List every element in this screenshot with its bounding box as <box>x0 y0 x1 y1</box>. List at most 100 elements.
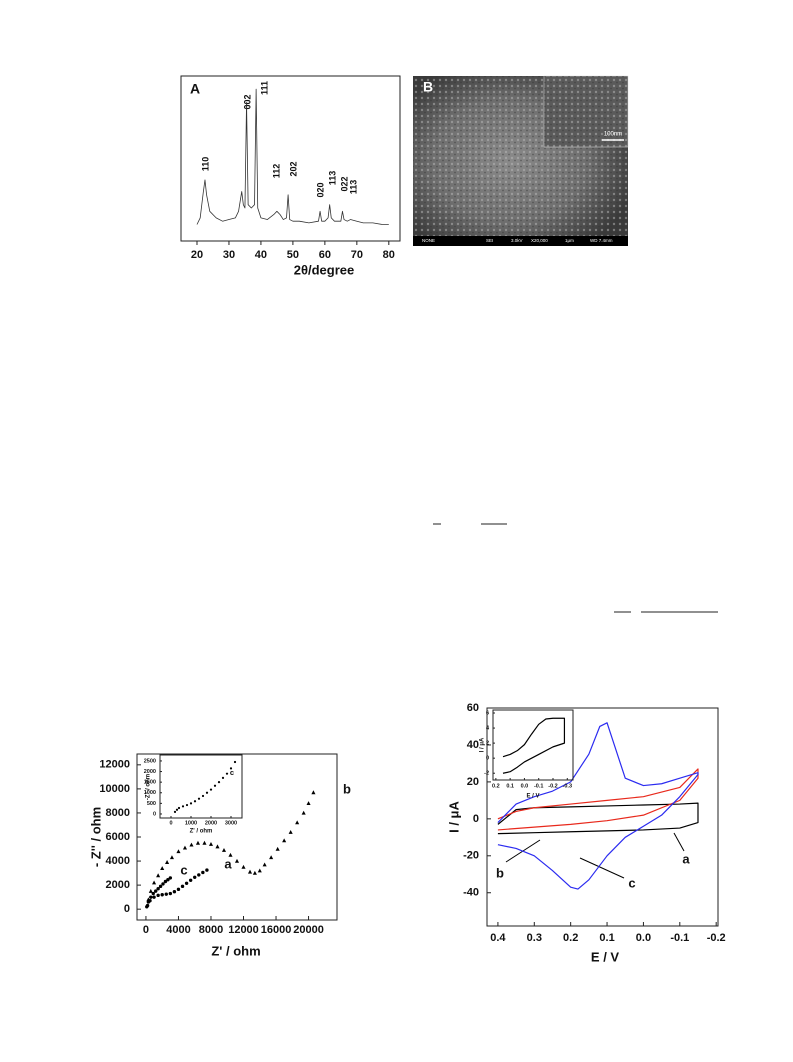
x-axis-label: Z' / ohm <box>190 829 213 835</box>
y-tick-label: 2 <box>486 741 489 747</box>
data-line <box>497 802 699 835</box>
point <box>229 767 233 770</box>
point <box>180 884 185 889</box>
peak-label: 113 <box>348 180 358 195</box>
x-tick-label: 0.0 <box>521 783 529 789</box>
peak-label: 020 <box>315 182 325 197</box>
point <box>156 893 160 898</box>
x-tick-label: 30 <box>223 249 235 261</box>
point <box>176 849 181 854</box>
point <box>177 806 181 810</box>
y-tick-label: 8000 <box>106 807 130 819</box>
y-tick-label: 4 <box>486 726 490 732</box>
point <box>168 891 173 896</box>
x-axis-label: 2θ/degree <box>294 262 355 277</box>
y-tick-label: 2000 <box>144 769 156 775</box>
y-tick-label: 0 <box>124 903 130 915</box>
y-axis-label: -Z'' / ohm <box>146 774 152 800</box>
point <box>205 868 209 872</box>
y-tick-label: 6000 <box>106 831 130 843</box>
point <box>168 876 173 880</box>
point <box>189 842 194 847</box>
plot-frame <box>159 754 243 819</box>
point <box>161 882 165 886</box>
point <box>221 848 227 852</box>
point <box>184 881 189 886</box>
y-tick-label: 0 <box>153 811 156 817</box>
point <box>257 868 262 873</box>
point <box>282 838 287 843</box>
point <box>185 803 189 807</box>
point <box>275 846 280 851</box>
point <box>152 895 156 899</box>
panel-label: A <box>190 81 200 97</box>
x-tick-label: 8000 <box>199 924 223 936</box>
point <box>146 897 151 902</box>
point <box>197 873 201 877</box>
panel-label: B <box>423 79 433 95</box>
point <box>173 810 177 813</box>
y-tick-label: 0 <box>486 756 489 762</box>
x-tick-label: 0.1 <box>599 932 614 944</box>
y-tick-label: 4000 <box>106 855 130 867</box>
point <box>145 905 149 909</box>
x-tick-label: 20 <box>191 249 203 261</box>
sem-image: 100nm B NONE SEI 3.0kV X20,000 1μm WD 7.… <box>413 75 629 246</box>
y-tick-label: 60 <box>467 702 479 714</box>
point <box>295 820 300 825</box>
y-tick-label: 20 <box>467 776 479 788</box>
y-tick-label: 0 <box>473 813 479 825</box>
y-tick-label: 2500 <box>144 758 156 764</box>
x-tick-label: 0 <box>169 820 172 826</box>
point <box>228 852 233 857</box>
x-tick-label: 0.4 <box>490 932 506 944</box>
x-tick-label: -0.1 <box>670 932 689 944</box>
point <box>156 873 161 878</box>
x-axis-label: E / V <box>591 949 620 964</box>
point <box>208 842 214 846</box>
point <box>215 844 220 849</box>
data-line <box>497 722 699 890</box>
x-tick-label: 2000 <box>205 820 217 826</box>
series-label: c <box>230 768 234 777</box>
y-axis-label: I / μA <box>446 800 461 832</box>
x-tick-label: 60 <box>319 249 331 261</box>
point <box>252 870 257 875</box>
point <box>146 900 151 904</box>
point <box>234 858 240 863</box>
point <box>193 875 197 879</box>
sem-inset-texture <box>544 76 628 147</box>
point <box>156 887 160 891</box>
y-tick-label: 1500 <box>144 780 156 786</box>
series-label: a <box>224 856 232 871</box>
x-tick-label: 0.1 <box>506 783 514 789</box>
point <box>189 802 193 805</box>
plot-frame <box>486 707 719 927</box>
y-tick-label: 2000 <box>106 879 130 891</box>
info-bar <box>413 236 628 246</box>
point <box>151 891 155 896</box>
series-label: c <box>180 862 187 877</box>
point <box>269 855 274 860</box>
x-tick-label: -0.1 <box>534 783 543 789</box>
info-text: NONE <box>422 238 435 243</box>
info-text: X20,000 <box>531 238 548 243</box>
info-text: SEI <box>486 238 493 243</box>
point <box>193 800 197 803</box>
y-axis-label: - Z'' / ohm <box>88 807 103 867</box>
point <box>181 805 185 808</box>
point <box>197 797 201 800</box>
peak-label: 022 <box>339 176 349 191</box>
chart: 20 30 40 50 60 70 80 2θ/degree A 110 002 111 112 202 0… <box>180 75 401 277</box>
x-tick-label: 0.0 <box>636 932 651 944</box>
peak-label: 113 <box>327 171 337 186</box>
y-tick-label: 10000 <box>99 783 130 795</box>
point <box>202 840 207 845</box>
chart: 0 1000 2000 3000 0 500 1000 1500 2000 2500 Z' / oh… <box>144 754 243 835</box>
point <box>188 878 193 883</box>
point <box>166 878 170 882</box>
plot-frame <box>492 709 574 781</box>
point <box>149 895 153 899</box>
info-text: 1μm <box>565 238 574 243</box>
